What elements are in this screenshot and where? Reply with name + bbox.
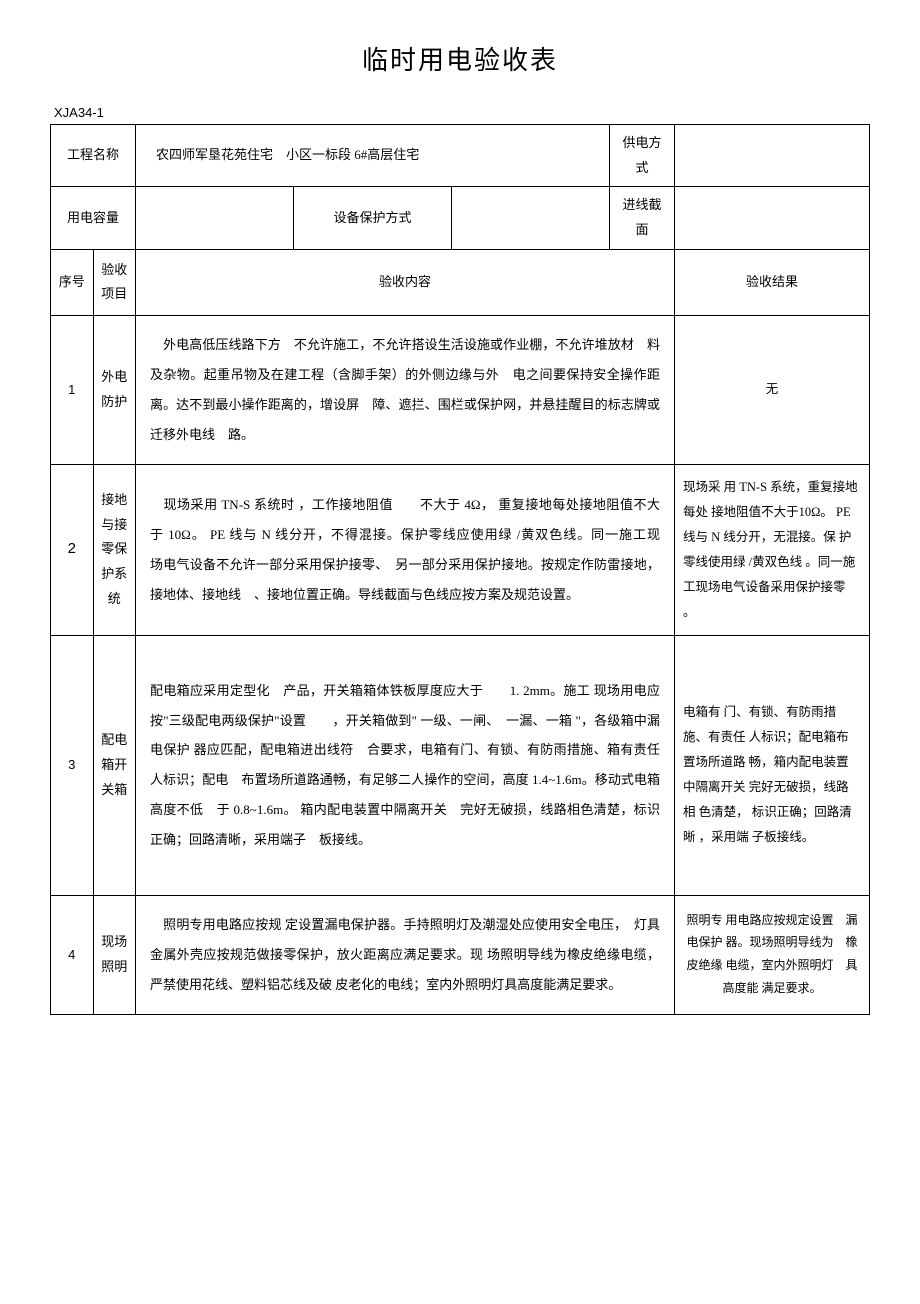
content-cell: 现场采用 TN-S 系统时 ，工作接地阻值 不大于 4Ω， 重复接地每处接地阻值… (136, 464, 675, 635)
table-header-row: 序号 验收项目 验收内容 验收结果 (51, 249, 870, 315)
table-row: 1 外电防护 外电高低压线路下方 不允许施工，不允许搭设生活设施或作业棚，不允许… (51, 316, 870, 465)
content-cell: 配电箱应采用定型化 产品，开关箱箱体铁板厚度应大于 1. 2mm。施工 现场用电… (136, 635, 675, 895)
capacity-label: 用电容量 (51, 187, 136, 249)
table-row: 工程名称 农四师军垦花苑住宅 小区一标段 6#高层住宅 供电方式 (51, 125, 870, 187)
supply-label: 供电方式 (610, 125, 675, 187)
seq-cell: 3 (51, 635, 94, 895)
item-cell: 配电箱开关箱 (93, 635, 136, 895)
form-code: XJA34-1 (54, 105, 870, 120)
col-result-header: 验收结果 (675, 249, 870, 315)
project-label: 工程名称 (51, 125, 136, 187)
result-cell: 电箱有 门、有锁、有防雨措 施、有责任 人标识；配电箱布置场所道路 畅，箱内配电… (675, 635, 870, 895)
seq-cell: 4 (51, 896, 94, 1015)
table-row: 用电容量 设备保护方式 进线截面 (51, 187, 870, 249)
content-cell: 外电高低压线路下方 不允许施工，不允许搭设生活设施或作业棚，不允许堆放材 料及杂… (136, 316, 675, 465)
protect-value (452, 187, 610, 249)
item-cell: 现场照明 (93, 896, 136, 1015)
seq-cell: 2 (51, 464, 94, 635)
capacity-value (136, 187, 294, 249)
project-value: 农四师军垦花苑住宅 小区一标段 6#高层住宅 (136, 125, 610, 187)
result-cell: 照明专 用电路应按规定设置 漏电保护 器。现场照明导线为 橡皮绝缘 电缆，室内外… (675, 896, 870, 1015)
content-cell: 照明专用电路应按规 定设置漏电保护器。手持照明灯及潮湿处应使用安全电压， 灯具金… (136, 896, 675, 1015)
table-row: 3 配电箱开关箱 配电箱应采用定型化 产品，开关箱箱体铁板厚度应大于 1. 2m… (51, 635, 870, 895)
result-cell: 无 (675, 316, 870, 465)
col-seq-header: 序号 (51, 249, 94, 315)
table-row: 4 现场照明 照明专用电路应按规 定设置漏电保护器。手持照明灯及潮湿处应使用安全… (51, 896, 870, 1015)
col-content-header: 验收内容 (136, 249, 675, 315)
page-title: 临时用电验收表 (50, 40, 870, 77)
inspection-table: 工程名称 农四师军垦花苑住宅 小区一标段 6#高层住宅 供电方式 用电容量 设备… (50, 124, 870, 1015)
result-cell: 现场采 用 TN-S 系统，重复接地每处 接地阻值不大于10Ω。 PE 线与 N… (675, 464, 870, 635)
item-cell: 外电防护 (93, 316, 136, 465)
table-row: 2 接地与接零保护系统 现场采用 TN-S 系统时 ，工作接地阻值 不大于 4Ω… (51, 464, 870, 635)
protect-label: 设备保护方式 (294, 187, 452, 249)
section-value (675, 187, 870, 249)
item-cell: 接地与接零保护系统 (93, 464, 136, 635)
seq-cell: 1 (51, 316, 94, 465)
section-label: 进线截面 (610, 187, 675, 249)
supply-value (675, 125, 870, 187)
col-item-header: 验收项目 (93, 249, 136, 315)
